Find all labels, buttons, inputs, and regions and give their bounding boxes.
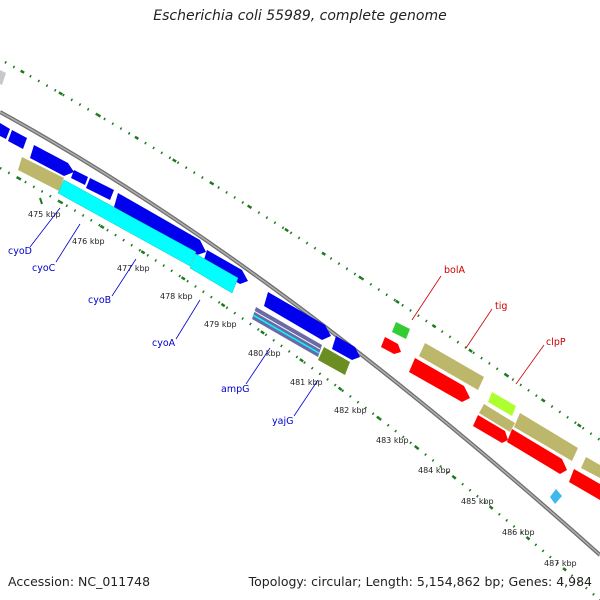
kbp-label-477: 477 kbp — [117, 264, 150, 273]
gene-olive-yajG[interactable] — [318, 347, 350, 375]
kbp-label-483: 483 kbp — [376, 436, 409, 445]
accession-label: Accession: NC_011748 — [8, 574, 151, 589]
gene-label-bolA[interactable]: bolA — [444, 265, 465, 276]
gene-khaki-lon[interactable] — [514, 413, 578, 461]
kbp-label-484: 484 kbp — [418, 466, 451, 475]
outer-dotted-ring — [4, 60, 600, 442]
gene-red-edge[interactable] — [569, 469, 600, 500]
kbp-label-478: 478 kbp — [160, 292, 193, 301]
gene-lime-clpP[interactable] — [488, 392, 516, 416]
kbp-label-485: 485 kbp — [461, 497, 494, 506]
leader-clpP — [515, 344, 545, 385]
gene-cyan-1[interactable] — [57, 179, 197, 267]
kbp-tick-475 — [39, 197, 43, 205]
leader-yajG — [293, 379, 319, 417]
gene-label-clpP[interactable]: clpP — [546, 337, 566, 348]
kbp-label-479: 479 kbp — [204, 320, 237, 329]
leader-cyoA — [175, 299, 201, 340]
gene-label-tig[interactable]: tig — [495, 301, 507, 312]
gene-red-lon[interactable] — [507, 429, 567, 474]
gene-label-yajG[interactable]: yajG — [272, 416, 293, 427]
kbp-label-481: 481 kbp — [290, 378, 323, 387]
kbp-label-480: 480 kbp — [248, 349, 281, 358]
gene-blue-cyoB[interactable] — [114, 193, 206, 255]
leader-cyoB — [111, 258, 137, 297]
gene-blue-5[interactable] — [86, 178, 114, 200]
gene-blue-3[interactable] — [30, 145, 74, 176]
gene-green-bolA[interactable] — [392, 322, 410, 339]
gene-label-cyoB[interactable]: cyoB — [88, 295, 111, 306]
stripe-2 — [252, 314, 320, 354]
gene-blue-ampG[interactable] — [264, 292, 331, 340]
gene-labels-red: bolA tig clpP — [411, 265, 566, 385]
gene-label-cyoD[interactable]: cyoD — [8, 246, 32, 257]
kbp-label-486: 486 kbp — [502, 528, 535, 537]
gene-khaki-clpP[interactable] — [479, 404, 515, 432]
kbp-label-476: 476 kbp — [72, 237, 105, 246]
gene-label-ampG[interactable]: ampG — [221, 384, 249, 395]
leader-bolA — [411, 275, 442, 321]
gene-khaki-1[interactable] — [18, 157, 64, 191]
gene-blue-cyoA[interactable] — [203, 250, 248, 284]
gene-blue-4[interactable] — [71, 170, 88, 185]
genome-summary-label: Topology: circular; Length: 5,154,862 bp… — [248, 574, 592, 589]
gene-blue-yajG[interactable] — [332, 336, 360, 360]
gene-khaki-edge[interactable] — [581, 457, 600, 478]
gene-blue-1[interactable] — [0, 123, 10, 139]
leader-tig — [465, 308, 493, 349]
kbp-axis-labels: 475 kbp 476 kbp 477 kbp 478 kbp 479 kbp … — [28, 197, 577, 568]
gene-label-cyoA[interactable]: cyoA — [152, 338, 176, 349]
stripe-1 — [253, 310, 321, 350]
leader-cyoD — [29, 207, 61, 248]
gene-labels-blue: cyoD cyoC cyoB cyoA ampG yajG — [8, 207, 319, 427]
gene-label-cyoC[interactable]: cyoC — [32, 263, 56, 274]
kbp-label-482: 482 kbp — [334, 406, 367, 415]
kbp-label-487: 487 kbp — [544, 559, 577, 568]
leader-cyoC — [55, 223, 81, 263]
leader-ampG — [245, 347, 271, 385]
kbp-label-475: 475 kbp — [28, 210, 61, 219]
gene-cyan-2[interactable] — [189, 253, 239, 294]
gene-cyan-small[interactable] — [550, 489, 562, 504]
gene-red-1[interactable] — [381, 337, 401, 354]
gene-blue-2[interactable] — [8, 130, 27, 149]
gene-grey[interactable] — [0, 70, 6, 85]
gene-red-tig[interactable] — [409, 358, 470, 402]
gene-red-clpX[interactable] — [473, 415, 508, 443]
genome-backbone-inner — [0, 111, 600, 556]
gene-khaki-tig[interactable] — [419, 343, 484, 390]
map-title: Escherichia coli 55989, complete genome — [153, 8, 447, 24]
